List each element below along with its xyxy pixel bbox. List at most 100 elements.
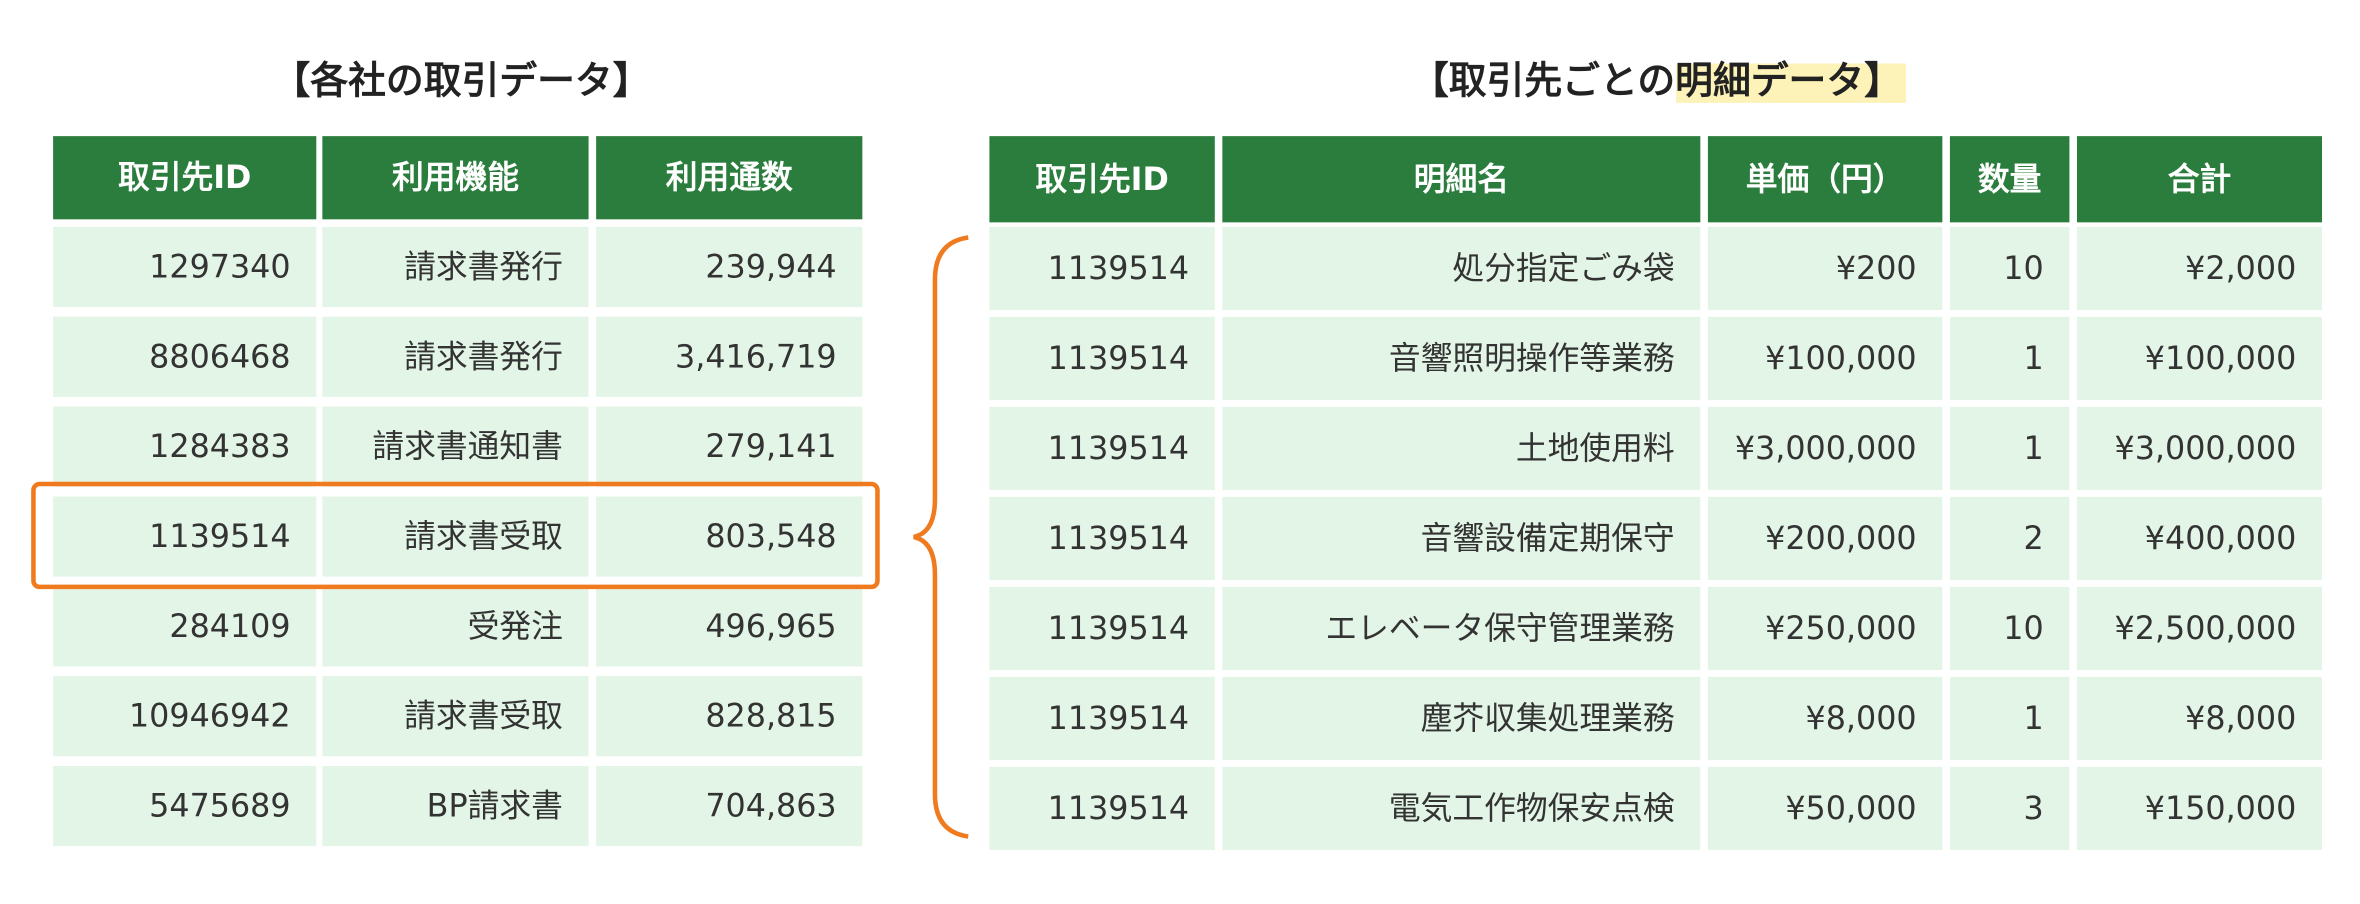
- cell-text: BP請求書: [427, 789, 563, 825]
- cell-text: 1: [2023, 701, 2043, 737]
- cell-bg: [1949, 226, 2070, 311]
- cell-bg: [989, 676, 1215, 761]
- header-cell: [1949, 136, 2070, 223]
- header-text: 数量: [1978, 162, 2042, 198]
- title-highlight: [1676, 63, 1907, 103]
- cell-bg: [989, 496, 1215, 581]
- cell-text: 請求書通知書: [372, 429, 562, 465]
- cell-text: 10: [2003, 251, 2043, 287]
- header-cell: [1222, 136, 1701, 223]
- cell-bg: [322, 676, 589, 757]
- cell-bg: [1707, 316, 1943, 401]
- cell-text: 5475689: [149, 789, 290, 825]
- header-text: 利用通数: [666, 160, 793, 196]
- header-cell: [596, 136, 863, 220]
- cell-text: 1139514: [1048, 611, 1189, 647]
- cell-text: 1: [2023, 341, 2043, 377]
- cell-bg: [322, 226, 589, 308]
- cell-text: 3: [2023, 791, 2043, 827]
- cell-bg: [1222, 316, 1701, 401]
- cell-bg: [1222, 586, 1701, 671]
- cell-text: 音響設備定期保守: [1421, 521, 1675, 557]
- cell-bg: [989, 226, 1215, 311]
- header-text: 合計: [2168, 161, 2232, 198]
- cell-text: 803,548: [705, 519, 836, 555]
- cell-bg: [596, 316, 863, 397]
- header-text: 明細名: [1414, 162, 1509, 198]
- cell-bg: [1222, 496, 1701, 581]
- cell-bg: [322, 406, 589, 487]
- cell-bg: [1949, 676, 2070, 761]
- cell-text: ¥250,000: [1765, 611, 1917, 647]
- cell-text: 1284383: [149, 429, 290, 465]
- cell-text: ¥100,000: [1765, 341, 1917, 377]
- cell-bg: [2076, 496, 2323, 581]
- header-text: 単価（円）: [1746, 162, 1905, 198]
- cell-text: 電気工作物保安点検: [1389, 791, 1675, 827]
- cell-bg: [1707, 676, 1943, 761]
- cell-text: 704,863: [705, 789, 836, 825]
- cell-text: 10946942: [129, 699, 291, 735]
- cell-text: 3,416,719: [675, 339, 837, 375]
- cell-bg: [596, 586, 863, 667]
- cell-bg: [2076, 226, 2323, 311]
- cell-text: ¥8,000: [1806, 701, 1917, 737]
- cell-bg: [596, 226, 863, 308]
- cell-bg: [53, 406, 317, 487]
- cell-bg: [596, 406, 863, 487]
- cell-bg: [596, 676, 863, 757]
- cell-text: 受発注: [468, 609, 563, 645]
- cell-text: 1139514: [1048, 521, 1189, 557]
- cell-text: ¥100,000: [2145, 341, 2297, 377]
- cell-bg: [1707, 586, 1943, 671]
- cell-bg: [53, 586, 317, 667]
- cell-bg: [1707, 406, 1943, 491]
- cell-bg: [53, 676, 317, 757]
- cell-text: エレベータ保守管理業務: [1325, 611, 1674, 647]
- cell-bg: [1222, 766, 1701, 851]
- cell-bg: [1707, 226, 1943, 311]
- cell-bg: [2076, 676, 2323, 761]
- cell-bg: [1949, 406, 2070, 491]
- cell-text: ¥50,000: [1785, 791, 1916, 827]
- cell-text: 2: [2023, 521, 2043, 557]
- cell-text: 1139514: [1048, 341, 1189, 377]
- cell-bg: [989, 766, 1215, 851]
- cell-bg: [1222, 676, 1701, 761]
- cell-text: 828,815: [705, 699, 836, 735]
- header-cell: [53, 136, 317, 220]
- cell-text: 496,965: [705, 609, 836, 645]
- cell-text: 塵芥収集処理業務: [1421, 701, 1675, 737]
- cell-bg: [2076, 766, 2323, 851]
- cell-bg: [322, 765, 589, 847]
- cell-text: 1139514: [149, 519, 290, 555]
- cell-text: ¥150,000: [2145, 791, 2297, 827]
- cell-text: 請求書受取: [404, 519, 563, 555]
- cell-bg: [2076, 586, 2323, 671]
- header-cell: [2076, 136, 2323, 223]
- cell-bg: [1949, 766, 2070, 851]
- cell-text: 請求書受取: [404, 699, 563, 735]
- cell-text: ¥200: [1836, 251, 1917, 287]
- cell-bg: [53, 765, 317, 847]
- cell-bg: [2076, 316, 2323, 401]
- header-cell: [1707, 136, 1943, 223]
- cell-bg: [322, 496, 589, 577]
- cell-text: ¥3,000,000: [2115, 431, 2297, 467]
- cell-bg: [1949, 586, 2070, 671]
- header-cell: [989, 136, 1215, 223]
- left-title: 【各社の取引データ】: [273, 59, 651, 103]
- cell-text: 239,944: [705, 249, 836, 285]
- cell-bg: [1949, 316, 2070, 401]
- cell-bg: [989, 406, 1215, 491]
- cell-bg: [53, 316, 317, 397]
- cell-text: ¥200,000: [1765, 521, 1917, 557]
- cell-text: ¥2,000: [2185, 251, 2296, 287]
- header-text: 取引先ID: [118, 160, 251, 196]
- cell-text: 10: [2003, 611, 2043, 647]
- cell-text: 1: [2023, 431, 2043, 467]
- row-highlight: [31, 481, 880, 590]
- cell-text: 1139514: [1048, 431, 1189, 467]
- cell-bg: [322, 586, 589, 667]
